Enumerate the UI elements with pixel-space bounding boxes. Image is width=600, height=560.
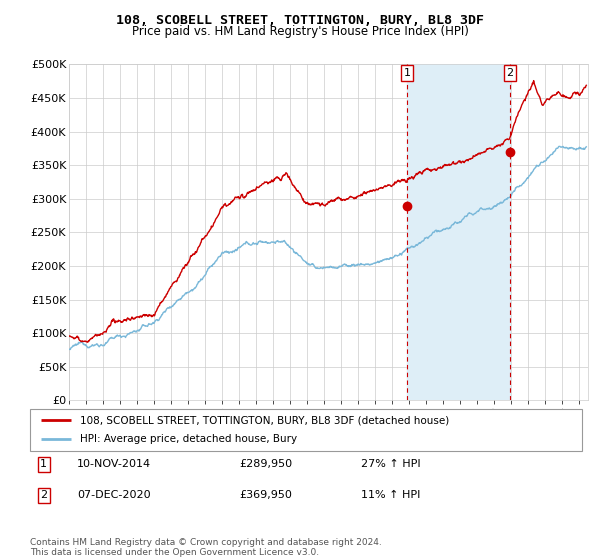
Text: 07-DEC-2020: 07-DEC-2020 [77, 490, 151, 500]
Text: Price paid vs. HM Land Registry's House Price Index (HPI): Price paid vs. HM Land Registry's House … [131, 25, 469, 38]
Text: HPI: Average price, detached house, Bury: HPI: Average price, detached house, Bury [80, 435, 297, 445]
Text: 10-NOV-2014: 10-NOV-2014 [77, 459, 151, 469]
Text: 2: 2 [506, 68, 514, 78]
Text: £369,950: £369,950 [240, 490, 293, 500]
Bar [407, 64, 510, 400]
Text: £289,950: £289,950 [240, 459, 293, 469]
Text: 1: 1 [403, 68, 410, 78]
Text: 2: 2 [40, 490, 47, 500]
Text: 11% ↑ HPI: 11% ↑ HPI [361, 490, 421, 500]
FancyBboxPatch shape [30, 409, 582, 451]
Text: 1: 1 [40, 459, 47, 469]
Text: 108, SCOBELL STREET, TOTTINGTON, BURY, BL8 3DF: 108, SCOBELL STREET, TOTTINGTON, BURY, B… [116, 14, 484, 27]
Text: Contains HM Land Registry data © Crown copyright and database right 2024.
This d: Contains HM Land Registry data © Crown c… [30, 538, 382, 557]
Text: 27% ↑ HPI: 27% ↑ HPI [361, 459, 421, 469]
Text: 108, SCOBELL STREET, TOTTINGTON, BURY, BL8 3DF (detached house): 108, SCOBELL STREET, TOTTINGTON, BURY, B… [80, 415, 449, 425]
